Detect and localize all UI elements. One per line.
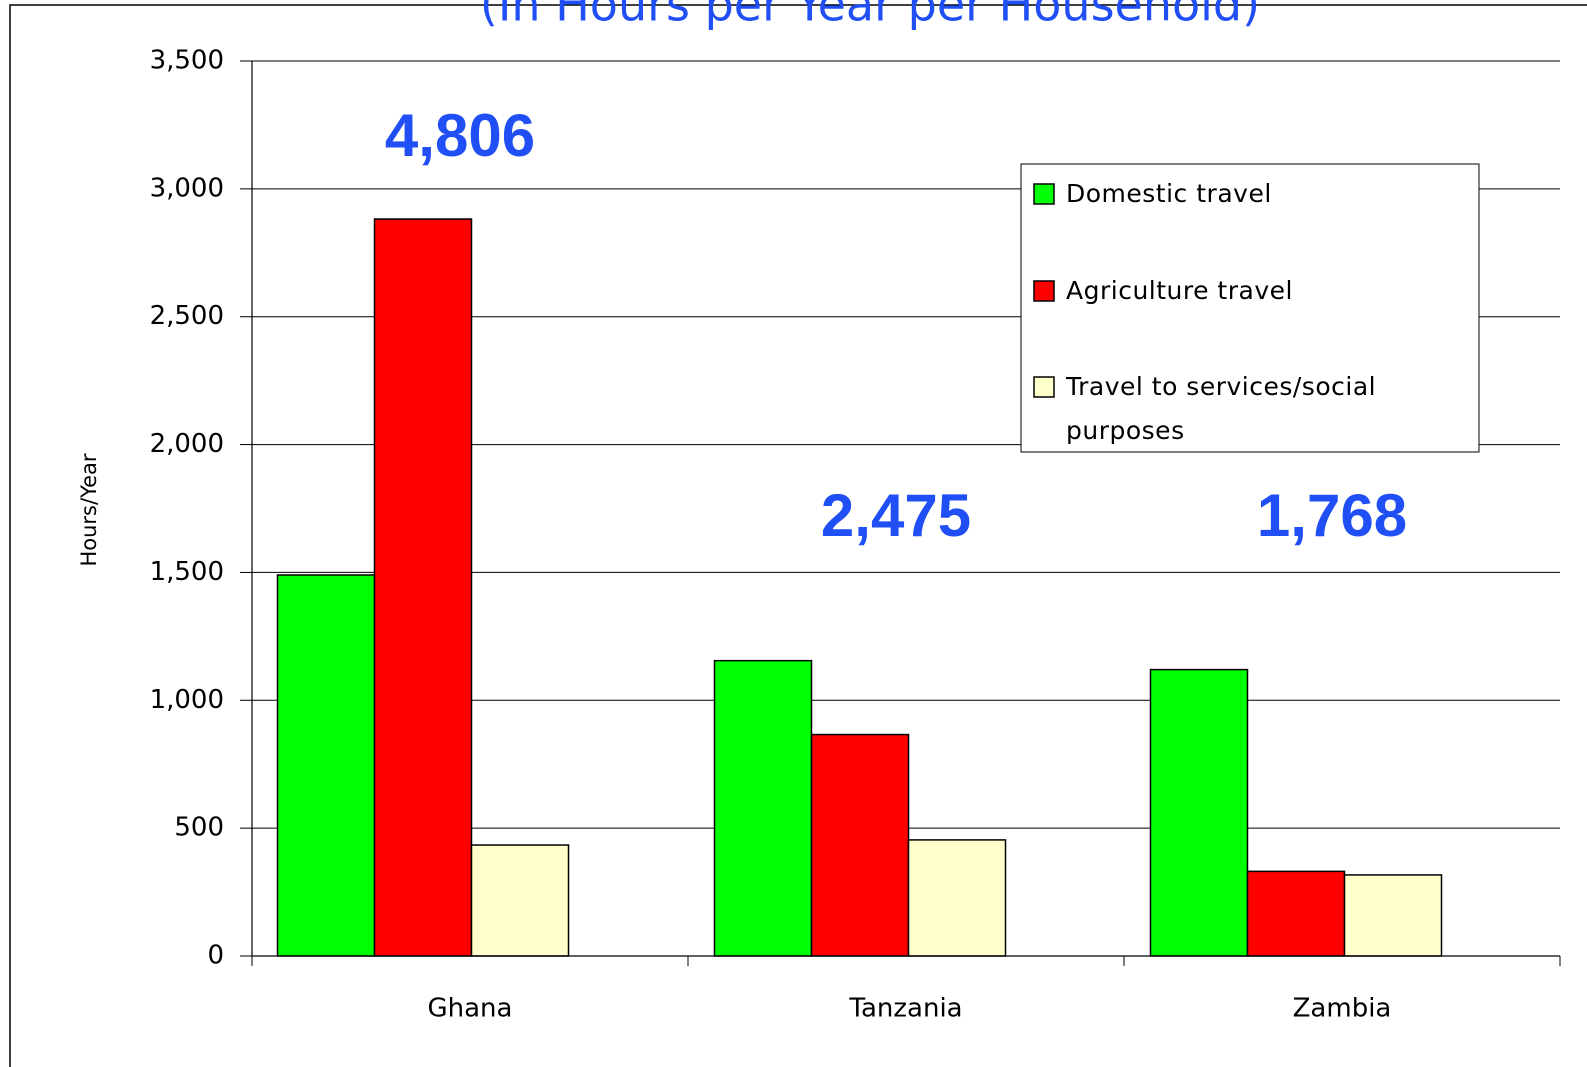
y-tick-label: 1,500 [150,557,224,587]
legend-swatch [1033,376,1055,398]
legend-box [1020,163,1480,453]
bar [470,844,570,957]
bar [276,574,376,957]
y-tick-label: 1,000 [150,685,224,715]
y-tick-label: 500 [174,813,224,843]
y-tick-label: 2,000 [150,429,224,459]
y-tick-label: 2,500 [150,301,224,331]
bar [907,839,1007,957]
legend-item: Agriculture travel [1066,276,1293,305]
y-tick-label: 3,500 [150,46,224,76]
bar [713,659,813,957]
annotation: 4,806 [385,102,535,169]
x-tick-label: Zambia [1293,994,1392,1024]
legend-item: Travel to services/social purposes [1066,372,1377,445]
legend-label: Agriculture travel [1066,276,1293,305]
bar [1149,668,1249,957]
legend-label: Domestic travel [1066,179,1272,208]
bar [1246,870,1346,957]
legend-label: Travel to services/social purposes [1066,372,1377,445]
x-tick-label: Ghana [428,994,513,1024]
legend-swatch [1033,183,1055,205]
annotation: 2,475 [821,482,971,549]
legend-swatch [1033,280,1055,302]
y-tick-label: 3,000 [150,173,224,203]
annotation: 1,768 [1257,482,1407,549]
y-axis-label: Hours/Year [77,453,101,566]
bar [810,733,910,957]
chart-title: (In Hours per Year per Household) [480,0,1260,32]
x-tick-label: Tanzania [848,994,962,1024]
bar [373,218,473,957]
bar [1343,874,1443,957]
y-tick-label: 0 [207,941,224,971]
legend-item: Domestic travel [1066,179,1272,208]
